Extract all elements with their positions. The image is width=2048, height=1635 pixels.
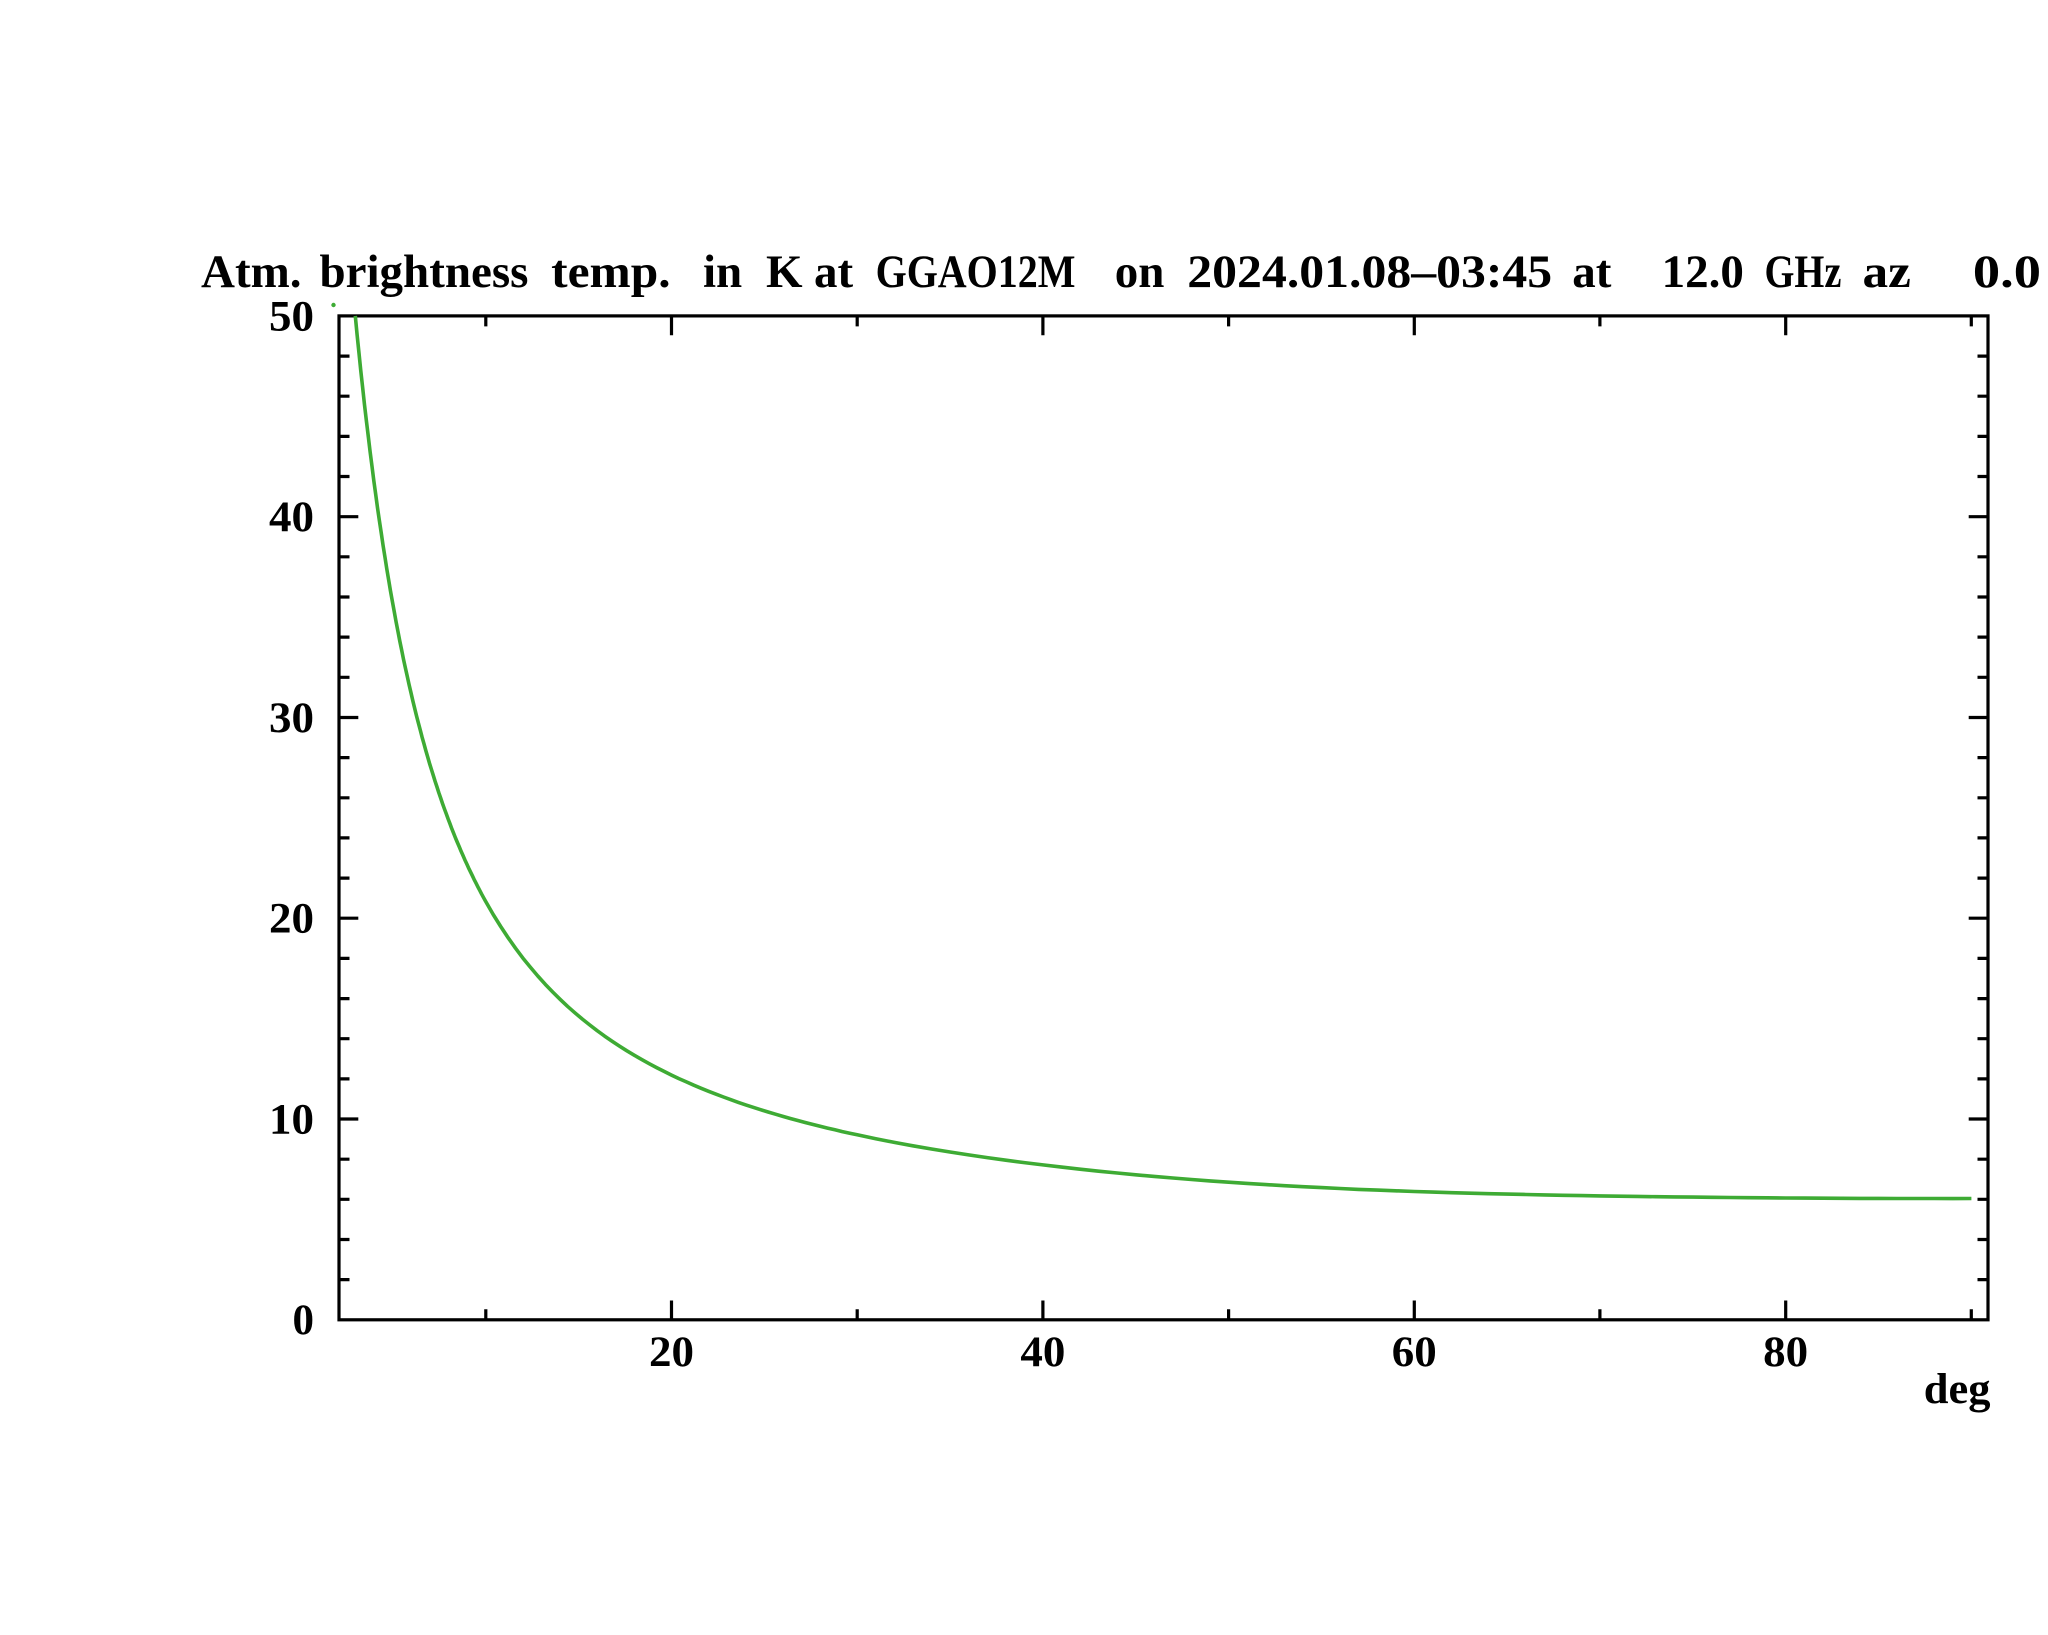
svg-text:GHz: GHz xyxy=(1765,246,1842,298)
svg-text:60: 60 xyxy=(1392,1329,1437,1376)
svg-text:in: in xyxy=(703,246,742,298)
svg-text:on: on xyxy=(1115,246,1165,298)
svg-text:0.0: 0.0 xyxy=(1973,246,2041,298)
svg-text:at: at xyxy=(814,246,854,298)
svg-text:80: 80 xyxy=(1763,1329,1808,1376)
svg-text:40: 40 xyxy=(269,494,314,541)
svg-text:50: 50 xyxy=(269,294,314,341)
svg-text:brightness: brightness xyxy=(320,246,529,298)
svg-text:30: 30 xyxy=(269,695,314,742)
svg-text:GGAO12M: GGAO12M xyxy=(876,246,1076,298)
svg-text:0: 0 xyxy=(293,1297,315,1344)
svg-text:10: 10 xyxy=(269,1096,314,1143)
svg-text:at: at xyxy=(1572,246,1612,298)
svg-text:temp.: temp. xyxy=(551,246,671,298)
svg-text:K: K xyxy=(766,246,803,298)
svg-text:12.0: 12.0 xyxy=(1662,246,1744,298)
svg-text:20: 20 xyxy=(649,1329,694,1376)
svg-text:2024.01.08–03:45: 2024.01.08–03:45 xyxy=(1187,246,1552,298)
svg-text:deg: deg xyxy=(1924,1366,1991,1413)
svg-text:az: az xyxy=(1863,246,1911,298)
svg-text:Atm.: Atm. xyxy=(201,246,302,298)
svg-text:20: 20 xyxy=(269,896,314,943)
svg-text:40: 40 xyxy=(1020,1329,1065,1376)
